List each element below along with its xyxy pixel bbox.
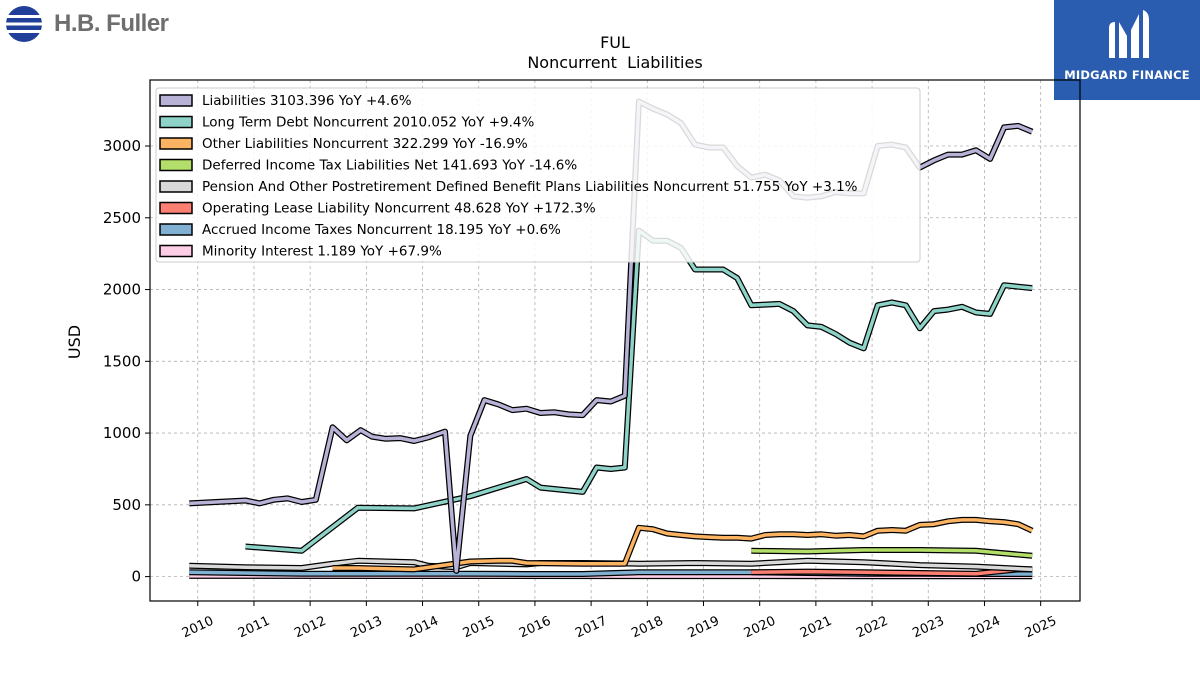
series-deferred-income-tax-liabilities-net xyxy=(751,547,1033,559)
legend-entry: Minority Interest 1.189 YoY +67.9% xyxy=(159,244,442,260)
legend-swatch xyxy=(159,158,193,172)
x-tick-label: 2013 xyxy=(348,614,384,642)
y-tick-label: 500 xyxy=(112,496,141,514)
x-tick-label: 2017 xyxy=(573,614,609,642)
chart-title: FUL xyxy=(600,33,630,52)
x-tick-label: 2012 xyxy=(292,614,328,642)
y-axis-label: USD xyxy=(65,325,84,359)
legend-swatch xyxy=(159,244,193,258)
legend-swatch xyxy=(159,137,193,150)
x-tick-label: 2022 xyxy=(854,614,890,642)
legend-entry: Other Liabilities Noncurrent 322.299 YoY… xyxy=(159,136,528,152)
legend-label: Other Liabilities Noncurrent 322.299 YoY… xyxy=(202,136,528,152)
y-tick-label: 2500 xyxy=(103,209,141,227)
legend-swatch xyxy=(159,223,193,236)
legend-swatch xyxy=(159,94,193,107)
series-long-term-debt-noncurrent xyxy=(245,227,1033,554)
hb-fuller-globe-icon xyxy=(6,6,42,42)
legend-label: Minority Interest 1.189 YoY +67.9% xyxy=(202,244,442,260)
x-tick-label: 2019 xyxy=(686,614,722,642)
x-tick-label: 2014 xyxy=(405,614,441,642)
y-tick-label: 1000 xyxy=(103,424,141,442)
chart-subtitle: Noncurrent Liabilities xyxy=(527,53,702,72)
hb-fuller-logo: H.B. Fuller xyxy=(4,4,169,44)
midgard-finance-logo: MIDGARD FINANCE xyxy=(1054,0,1200,100)
legend-label: Pension And Other Postretirement Defined… xyxy=(202,179,858,195)
series-line xyxy=(245,228,1033,553)
x-tick-label: 2015 xyxy=(461,614,497,642)
x-tick-label: 2018 xyxy=(629,614,665,642)
legend-swatch xyxy=(159,180,193,193)
series-other-liabilities-noncurrent xyxy=(332,516,1034,573)
series-line xyxy=(751,548,1033,558)
legend-label: Liabilities 3103.396 YoY +4.6% xyxy=(202,93,412,109)
y-tick-label: 0 xyxy=(131,568,141,586)
series-lines xyxy=(189,98,1034,580)
x-tick-label: 2025 xyxy=(1023,614,1059,642)
legend-box xyxy=(155,87,921,263)
x-tick-label: 2024 xyxy=(967,614,1003,642)
hb-fuller-logo-text: H.B. Fuller xyxy=(54,10,169,37)
legend-entry: Long Term Debt Noncurrent 2010.052 YoY +… xyxy=(159,115,534,131)
x-tick-label: 2021 xyxy=(798,614,834,642)
y-tick-label: 3000 xyxy=(103,137,141,155)
x-tick-label: 2023 xyxy=(910,614,946,642)
legend-swatch xyxy=(159,115,193,129)
x-tick-label: 2020 xyxy=(742,614,778,642)
legend-label: Long Term Debt Noncurrent 2010.052 YoY +… xyxy=(202,115,534,131)
legend-entry: Pension And Other Postretirement Defined… xyxy=(159,179,858,195)
plot-frame xyxy=(149,79,1081,602)
midgard-m-icon xyxy=(1109,10,1149,58)
y-tick-label: 2000 xyxy=(103,281,141,299)
legend-entry: Operating Lease Liability Noncurrent 48.… xyxy=(159,201,596,217)
series-outline xyxy=(245,227,1033,554)
legend-entry: Deferred Income Tax Liabilities Net 141.… xyxy=(159,158,577,174)
x-tick-label: 2016 xyxy=(517,614,553,642)
y-tick-label: 1500 xyxy=(103,352,141,370)
midgard-finance-logo-text: MIDGARD FINANCE xyxy=(1064,68,1190,82)
legend-swatch xyxy=(159,201,193,215)
x-tick-label: 2011 xyxy=(236,614,272,642)
legend-entry: Liabilities 3103.396 YoY +4.6% xyxy=(159,93,412,109)
x-tick-label: 2010 xyxy=(180,614,216,642)
legend: Liabilities 3103.396 YoY +4.6% Long Term … xyxy=(155,87,921,263)
series-line xyxy=(332,518,1033,572)
legend-label: Accrued Income Taxes Noncurrent 18.195 Y… xyxy=(202,222,561,238)
legend-label: Operating Lease Liability Noncurrent 48.… xyxy=(202,201,596,217)
legend-entry: Accrued Income Taxes Noncurrent 18.195 Y… xyxy=(159,222,561,238)
legend-label: Deferred Income Tax Liabilities Net 141.… xyxy=(202,158,577,174)
